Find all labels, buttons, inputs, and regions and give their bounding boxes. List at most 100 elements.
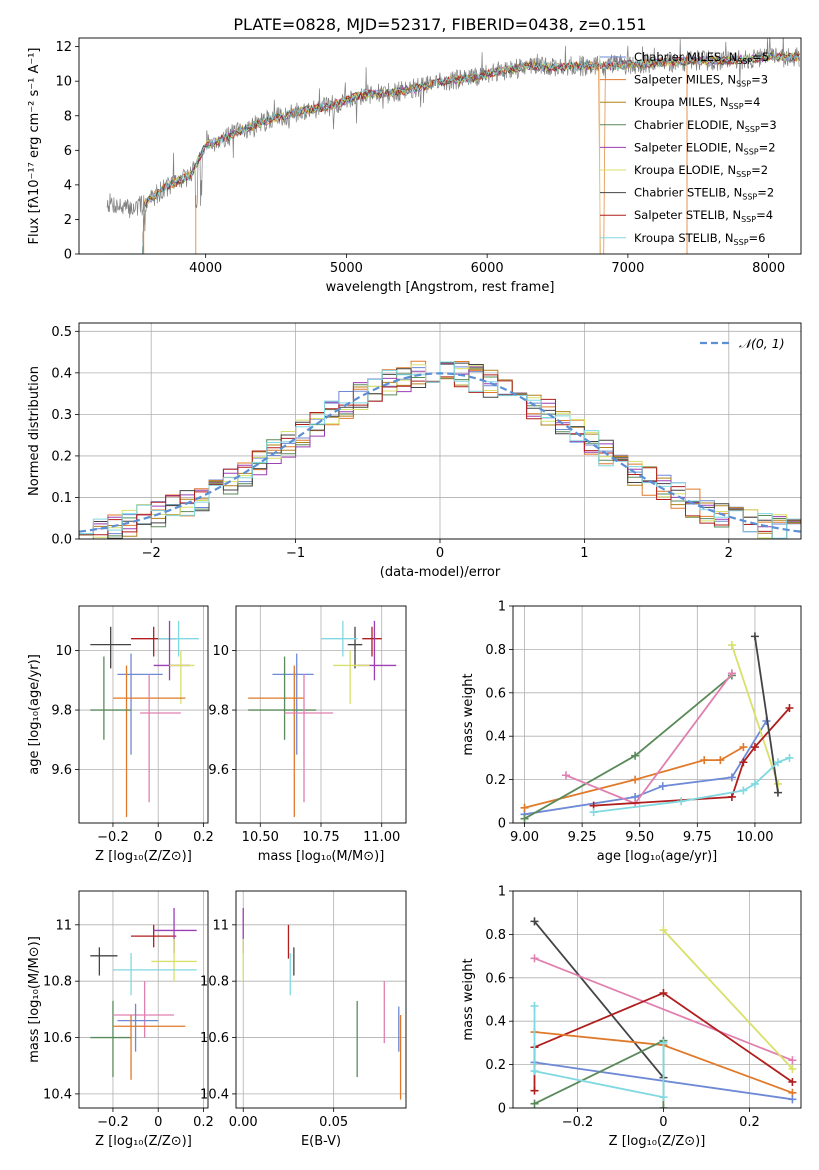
- legend-entry: Chabrier ELODIE, NSSP=3: [634, 118, 777, 134]
- weight-series-line: [662, 929, 794, 1070]
- x-axis-label: E(B-V): [301, 1134, 341, 1149]
- panel-age_vs_Z: −0.2 0 0.2 9.6 9.8 10 Z [log₁₀(Z/Z⊙)] age [log₁…: [27, 605, 214, 864]
- weight-point-marker: [750, 779, 759, 788]
- panel-age_vs_mass: 10.50 10.75 11.00 9.6 9.8 10 mass [log₁₀(M/M⊙)…: [208, 605, 407, 864]
- y-tick-label: 0.4: [485, 730, 506, 745]
- y-tick-label: 0: [498, 1102, 506, 1117]
- weight-point-marker: [530, 1067, 539, 1076]
- axes-frame: [235, 605, 407, 824]
- axes-frame: [235, 890, 407, 1109]
- weight-series: [659, 926, 797, 1073]
- y-tick-label: 0.5: [51, 325, 72, 340]
- weight-point-marker: [700, 756, 709, 765]
- weight-point-marker: [520, 814, 529, 823]
- y-tick-label: 9.8: [51, 704, 72, 719]
- y-axis-label: mass [log₁₀(M/M⊙)]: [27, 936, 42, 1063]
- plot-area: [106, 38, 800, 254]
- y-tick-label: 0.3: [51, 408, 72, 423]
- x-tick-label: 9.00: [510, 830, 539, 845]
- legend-entry: Salpeter MILES, NSSP=3: [634, 73, 768, 89]
- y-tick-label: 10: [55, 75, 72, 90]
- weight-point-marker: [561, 771, 570, 780]
- y-tick-label: 6: [64, 144, 72, 159]
- x-tick-label: −0.2: [97, 1115, 129, 1130]
- axes-frame: [78, 37, 802, 255]
- x-tick-label: 0.2: [193, 830, 214, 845]
- weight-point-marker: [530, 1099, 539, 1108]
- y-tick-label: 0.4: [485, 1015, 506, 1030]
- y-axis-label: Flux [fλ10⁻¹⁷ erg cm⁻² s⁻¹ A⁻¹]: [27, 48, 42, 245]
- x-axis-label: wavelength [Angstrom, rest frame]: [326, 280, 555, 295]
- weight-point-marker: [659, 926, 668, 935]
- y-tick-label: 0.0: [51, 533, 72, 548]
- weight-point-marker: [750, 632, 759, 641]
- x-tick-label: 2: [725, 546, 733, 561]
- legend-entry: Kroupa MILES, NSSP=4: [634, 95, 760, 111]
- data-point: [248, 665, 304, 818]
- weight-point-marker: [773, 788, 782, 797]
- weight-series-line: [533, 920, 665, 1079]
- weight-point-marker: [520, 803, 529, 812]
- x-tick-label: −0.2: [97, 830, 129, 845]
- x-tick-label: 9.50: [625, 830, 654, 845]
- axes-frame: [512, 605, 802, 824]
- y-tick-label: 11: [212, 918, 229, 933]
- y-tick-label: 0.1: [51, 491, 72, 506]
- panel-residuals: −2 −1 0 1 2 0.0 0.1 0.2 0.3 0.4 0.5 (data-model)/er…: [27, 322, 802, 580]
- x-tick-label: 0: [659, 1115, 667, 1130]
- legend-entry: Kroupa STELIB, NSSP=6: [634, 231, 765, 247]
- gridlines: [79, 323, 801, 540]
- data-point: [90, 656, 132, 740]
- weight-point-marker: [785, 703, 794, 712]
- axes-frame: [78, 322, 802, 540]
- x-tick-label: 7000: [611, 261, 644, 276]
- weight-series: [530, 954, 797, 1065]
- weight-point-marker: [658, 782, 667, 791]
- plot-area: [242, 907, 402, 1100]
- y-tick-label: 10.4: [200, 1087, 229, 1102]
- gridlines: [513, 605, 801, 824]
- plot-area: [530, 917, 797, 1108]
- x-tick-label: 0.05: [319, 1115, 348, 1130]
- weight-point-marker: [631, 751, 640, 760]
- y-tick-label: 1: [498, 600, 506, 615]
- observed-spectrum-line: [106, 38, 800, 232]
- weight-point-marker: [788, 1077, 797, 1086]
- data-point: [362, 626, 382, 657]
- y-axis-label: mass weight: [461, 958, 476, 1040]
- data-point: [90, 626, 132, 669]
- model-spectrum-line: [107, 52, 800, 254]
- data-point: [321, 620, 358, 657]
- weight-point-marker: [677, 797, 686, 806]
- y-axis-label: Normed distribution: [27, 366, 42, 496]
- y-tick-label: 8: [64, 109, 72, 124]
- weight-point-marker: [530, 1002, 539, 1011]
- weight-point-marker: [716, 756, 725, 765]
- legend-entry: Chabrier STELIB, NSSP=2: [634, 186, 774, 202]
- legend-entry: Chabrier MILES, NSSP=5: [634, 50, 769, 66]
- data-point: [169, 650, 195, 705]
- weight-point-marker: [739, 758, 748, 767]
- weight-point-marker: [739, 743, 748, 752]
- y-tick-label: 0.8: [485, 928, 506, 943]
- normal-curve-line: [79, 372, 801, 533]
- data-point: [248, 656, 317, 740]
- x-tick-label: 11.00: [363, 830, 400, 845]
- weight-point-marker: [530, 954, 539, 963]
- y-tick-label: 0.2: [485, 1058, 506, 1073]
- weight-point-marker: [727, 773, 736, 782]
- x-tick-label: 0: [436, 546, 444, 561]
- x-tick-label: 0.2: [193, 1115, 214, 1130]
- y-axis-label: mass weight: [461, 673, 476, 755]
- weight-point-marker: [631, 775, 640, 784]
- weight-series-line: [754, 636, 779, 793]
- x-axis-label: mass [log₁₀(M/M⊙)]: [258, 849, 385, 864]
- y-tick-label: 10: [212, 644, 229, 659]
- panels: 4000 5000 6000 7000 8000024681012wavelength …: [27, 37, 802, 1149]
- axes-frame: [78, 605, 209, 824]
- x-tick-label: 9.25: [568, 830, 597, 845]
- data-point: [347, 626, 363, 669]
- x-tick-label: 5000: [330, 261, 363, 276]
- y-tick-label: 0.6: [485, 971, 506, 986]
